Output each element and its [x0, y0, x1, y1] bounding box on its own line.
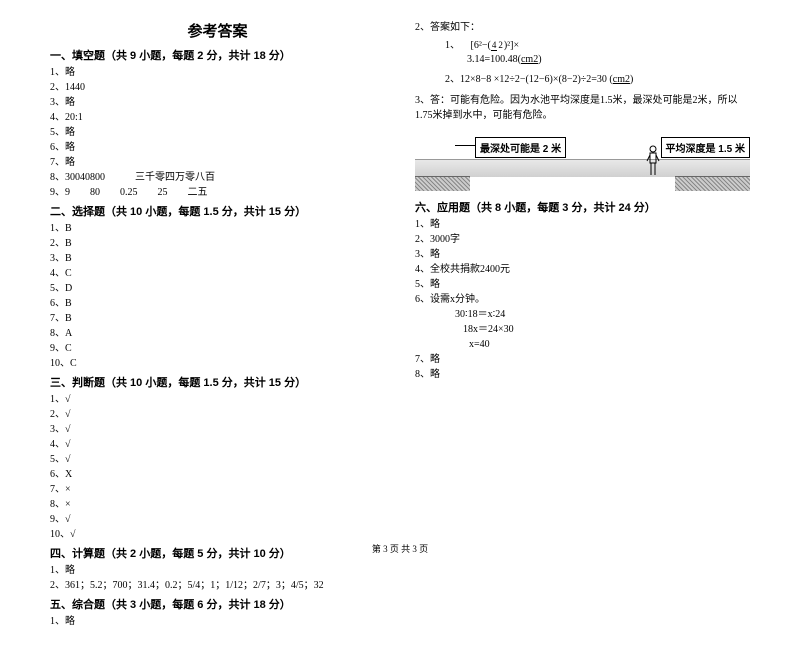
choice-item: 4、C: [50, 266, 385, 281]
judge-item: 1、√: [50, 392, 385, 407]
fill-item: 2、1440: [50, 80, 385, 95]
judge-item: 6、X: [50, 467, 385, 482]
app-item: 1、略: [415, 217, 750, 232]
formula-part: ): [630, 74, 633, 85]
section-6-header: 六、应用题（共 8 小题，每题 3 分，共计 24 分）: [415, 199, 750, 215]
app-item: 7、略: [415, 352, 750, 367]
app-item: 4、全校共捐款2400元: [415, 262, 750, 277]
fill-item: 8、30040800 三千零四万零八百: [50, 170, 385, 185]
judge-item: 3、√: [50, 422, 385, 437]
choice-item: 7、B: [50, 311, 385, 326]
left-column: 参考答案 一、填空题（共 9 小题，每题 2 分，共计 18 分） 1、略 2、…: [50, 20, 385, 629]
app-item: 2、3000字: [415, 232, 750, 247]
section-3-header: 三、判断题（共 10 小题，每题 1.5 分，共计 15 分）: [50, 374, 385, 390]
app-sub-item: 30∶18＝x∶24: [455, 307, 750, 322]
formula-part: [6²−(: [471, 40, 491, 51]
fill-item: 3、略: [50, 95, 385, 110]
page-title: 参考答案: [50, 20, 385, 41]
formula-part: )²]×: [504, 40, 519, 51]
choice-item: 8、A: [50, 326, 385, 341]
fill-item: 6、略: [50, 140, 385, 155]
calc-item: 2、361；5.2；700；31.4；0.2；5/4；1；1/12；2/7；3；…: [50, 578, 385, 593]
formula-text: 1、: [445, 39, 460, 53]
formula-result: 3.14=100.48(cm2): [467, 54, 542, 65]
fill-item: 9、9 80 0.25 25 二五: [50, 185, 385, 200]
avg-label: 平均深度是 1.5 米: [661, 137, 750, 158]
comp-item-3: 3、答：可能有危险。因为水池平均深度是1.5米，最深处可能是2米，所以1.75米…: [415, 93, 750, 123]
app-item: 5、略: [415, 277, 750, 292]
right-column: 2、答案如下： 1、 [6²−(42)²]× 3.14=100.48(cm2) …: [415, 20, 750, 629]
water-region: [415, 159, 750, 177]
app-item: 6、设需x分钟。: [415, 292, 750, 307]
formula-part: ): [538, 54, 541, 65]
judge-item: 2、√: [50, 407, 385, 422]
formula-part: 2、12×8−8 ×12÷2−(12−6)×(8−2)÷2=30 (: [445, 74, 613, 85]
app-item: 3、略: [415, 247, 750, 262]
arrow-left: [455, 145, 475, 146]
judge-item: 7、×: [50, 482, 385, 497]
judge-item: 5、√: [50, 452, 385, 467]
unit: cm2: [521, 54, 538, 65]
formula-expr: [6²−(42)²]×: [471, 40, 520, 51]
section-5-header: 五、综合题（共 3 小题，每题 6 分，共计 18 分）: [50, 596, 385, 612]
section-2-header: 二、选择题（共 10 小题，每题 1.5 分，共计 15 分）: [50, 203, 385, 219]
app-sub-item: 18x＝24×30: [463, 322, 750, 337]
unit: cm2: [613, 74, 630, 85]
judge-item: 9、√: [50, 512, 385, 527]
formula-2: 2、12×8−8 ×12÷2−(12−6)×(8−2)÷2=30 (cm2): [445, 73, 750, 87]
formula-part: 3.14=100.48(: [467, 54, 521, 65]
app-sub-item: x=40: [469, 337, 750, 352]
choice-item: 2、B: [50, 236, 385, 251]
comp-item: 1、略: [50, 614, 385, 629]
fill-item: 4、20:1: [50, 110, 385, 125]
deep-label: 最深处可能是 2 米: [475, 137, 566, 158]
calc-item: 1、略: [50, 563, 385, 578]
fill-item: 5、略: [50, 125, 385, 140]
fill-item: 7、略: [50, 155, 385, 170]
choice-item: 10、C: [50, 356, 385, 371]
ground-right: [675, 176, 750, 191]
fraction: 42: [491, 41, 504, 50]
page-container: 参考答案 一、填空题（共 9 小题，每题 2 分，共计 18 分） 1、略 2、…: [0, 0, 800, 659]
section-1-header: 一、填空题（共 9 小题，每题 2 分，共计 18 分）: [50, 47, 385, 63]
judge-item: 4、√: [50, 437, 385, 452]
pool-diagram: 最深处可能是 2 米 平均深度是 1.5 米: [415, 131, 750, 191]
app-item: 8、略: [415, 367, 750, 382]
choice-item: 9、C: [50, 341, 385, 356]
comp-item: 2、答案如下：: [415, 20, 750, 35]
judge-item: 8、×: [50, 497, 385, 512]
ground-left: [415, 176, 470, 191]
person-icon: [646, 145, 660, 177]
choice-item: 5、D: [50, 281, 385, 296]
choice-item: 3、B: [50, 251, 385, 266]
choice-item: 1、B: [50, 221, 385, 236]
judge-item: 10、√: [50, 527, 385, 542]
fill-item: 1、略: [50, 65, 385, 80]
page-footer: 第 3 页 共 3 页: [0, 542, 800, 555]
formula-1: 1、 [6²−(42)²]× 3.14=100.48(cm2): [445, 39, 750, 67]
choice-item: 6、B: [50, 296, 385, 311]
